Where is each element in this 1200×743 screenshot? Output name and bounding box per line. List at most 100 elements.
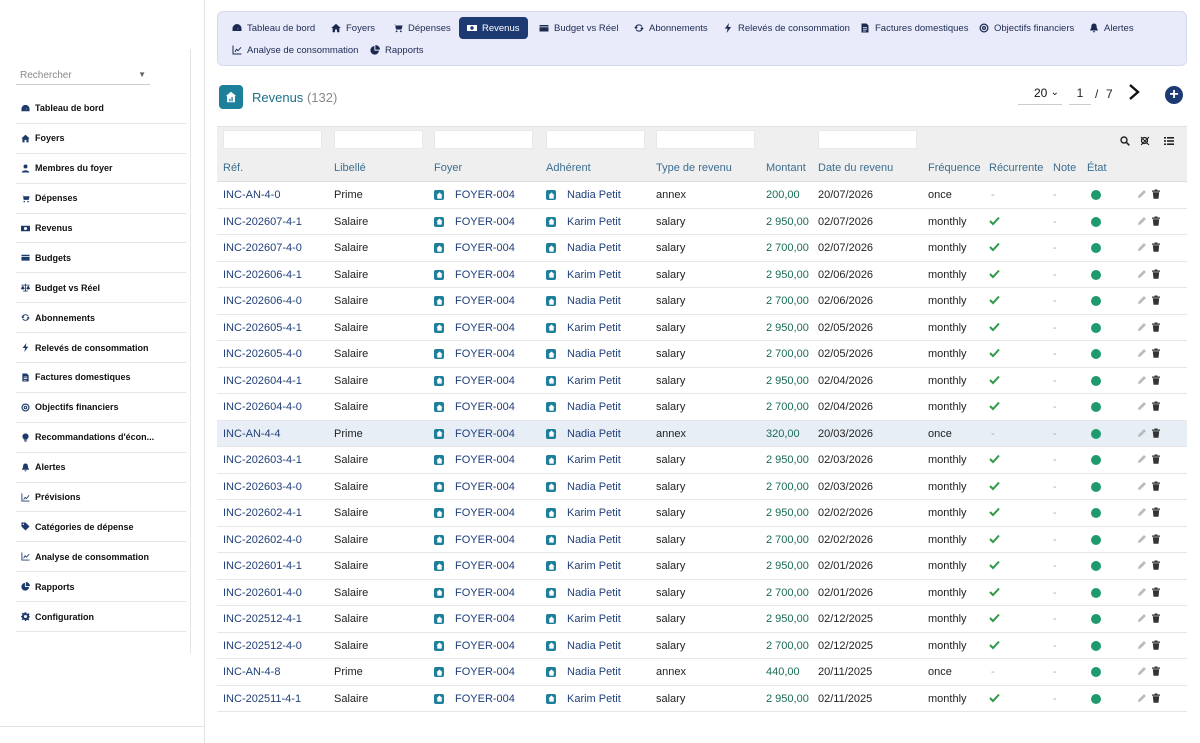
table-row[interactable]: INC-202601-4-0 Salaire FOYER-004 Nadia Peti… xyxy=(217,580,1187,606)
delete-icon[interactable] xyxy=(1151,613,1161,626)
tab-factures-domestiques[interactable]: Factures domestiques xyxy=(852,17,976,39)
member-link[interactable]: Karim Petit xyxy=(546,322,621,334)
sidebar-item-recommandations-d-econ[interactable]: Recommandations d'écon... xyxy=(16,423,186,453)
foyer-link[interactable]: FOYER-004 xyxy=(434,216,515,228)
delete-icon[interactable] xyxy=(1151,507,1161,520)
ref-link[interactable]: INC-202605-4-1 xyxy=(223,321,302,334)
delete-icon[interactable] xyxy=(1151,375,1161,388)
tab-revenus[interactable]: Revenus xyxy=(459,17,528,39)
table-row[interactable]: INC-202601-4-1 Salaire FOYER-004 Karim Peti… xyxy=(217,553,1187,580)
member-link[interactable]: Nadia Petit xyxy=(546,640,621,652)
tab-depenses[interactable]: Dépenses xyxy=(385,17,459,39)
edit-icon[interactable] xyxy=(1137,428,1147,441)
table-row[interactable]: INC-202607-4-0 Salaire FOYER-004 Nadia Peti… xyxy=(217,235,1187,262)
foyer-link[interactable]: FOYER-004 xyxy=(434,242,515,254)
table-row[interactable]: INC-AN-4-4 Prime FOYER-004 Nadia Petit annex… xyxy=(217,420,1187,447)
delete-icon[interactable] xyxy=(1151,587,1161,600)
member-link[interactable]: Nadia Petit xyxy=(546,242,621,254)
edit-icon[interactable] xyxy=(1137,613,1147,626)
table-row[interactable]: INC-202603-4-1 Salaire FOYER-004 Karim Peti… xyxy=(217,447,1187,474)
foyer-link[interactable]: FOYER-004 xyxy=(434,666,515,678)
edit-icon[interactable] xyxy=(1137,481,1147,494)
delete-icon[interactable] xyxy=(1151,401,1161,414)
member-link[interactable]: Karim Petit xyxy=(546,560,621,572)
member-link[interactable]: Nadia Petit xyxy=(546,534,621,546)
tab-abonnements[interactable]: Abonnements xyxy=(626,17,716,39)
table-row[interactable]: INC-AN-4-0 Prime FOYER-004 Nadia Petit annex… xyxy=(217,182,1187,209)
member-link[interactable]: Karim Petit xyxy=(546,507,621,519)
table-row[interactable]: INC-AN-4-8 Prime FOYER-004 Nadia Petit annex… xyxy=(217,659,1187,686)
table-row[interactable]: INC-202602-4-0 Salaire FOYER-004 Nadia Peti… xyxy=(217,527,1187,553)
sidebar-search-select[interactable]: Rechercher ▼ xyxy=(16,66,150,85)
table-row[interactable]: INC-202607-4-1 Salaire FOYER-004 Karim Peti… xyxy=(217,209,1187,235)
ref-link[interactable]: INC-AN-4-8 xyxy=(223,666,281,678)
sidebar-item-categories-de-depense[interactable]: Catégories de dépense xyxy=(16,512,186,543)
delete-icon[interactable] xyxy=(1151,189,1161,202)
sidebar-item-alertes[interactable]: Alertes xyxy=(16,453,186,483)
edit-icon[interactable] xyxy=(1137,454,1147,467)
member-link[interactable]: Karim Petit xyxy=(546,613,621,625)
column-header-date-du-revenu[interactable]: Date du revenu xyxy=(818,162,894,174)
column-header-recurrente[interactable]: Récurrente xyxy=(989,162,1044,174)
table-row[interactable]: INC-202602-4-1 Salaire FOYER-004 Karim Peti… xyxy=(217,500,1187,527)
edit-icon[interactable] xyxy=(1137,322,1147,335)
sidebar-item-previsions[interactable]: Prévisions xyxy=(16,483,186,513)
member-link[interactable]: Karim Petit xyxy=(546,693,621,705)
ref-link[interactable]: INC-202511-4-1 xyxy=(223,692,302,705)
tab-foyers[interactable]: Foyers xyxy=(323,17,383,39)
foyer-link[interactable]: FOYER-004 xyxy=(434,640,515,652)
member-link[interactable]: Karim Petit xyxy=(546,454,621,466)
edit-icon[interactable] xyxy=(1137,269,1147,282)
column-list-icon[interactable] xyxy=(1164,133,1176,145)
foyer-link[interactable]: FOYER-004 xyxy=(434,401,515,413)
member-link[interactable]: Karim Petit xyxy=(546,216,621,228)
table-row[interactable]: INC-202603-4-0 Salaire FOYER-004 Nadia Peti… xyxy=(217,474,1187,500)
edit-icon[interactable] xyxy=(1137,693,1147,706)
member-link[interactable]: Nadia Petit xyxy=(546,666,621,678)
sidebar-item-abonnements[interactable]: Abonnements xyxy=(16,303,186,334)
member-link[interactable]: Karim Petit xyxy=(546,269,621,281)
delete-icon[interactable] xyxy=(1151,269,1161,282)
edit-icon[interactable] xyxy=(1137,348,1147,361)
foyer-link[interactable]: FOYER-004 xyxy=(434,348,515,360)
sidebar-item-tableau-de-bord[interactable]: Tableau de bord xyxy=(16,94,186,124)
member-link[interactable]: Nadia Petit xyxy=(546,401,621,413)
edit-icon[interactable] xyxy=(1137,216,1147,229)
delete-icon[interactable] xyxy=(1151,216,1161,229)
delete-icon[interactable] xyxy=(1151,295,1161,308)
delete-icon[interactable] xyxy=(1151,693,1161,706)
sidebar-item-analyse-de-consommation[interactable]: Analyse de consommation xyxy=(16,542,186,573)
table-row[interactable]: INC-202605-4-0 Salaire FOYER-004 Nadia Peti… xyxy=(217,341,1187,368)
ref-link[interactable]: INC-202602-4-0 xyxy=(223,533,302,546)
sidebar-item-factures-domestiques[interactable]: Factures domestiques xyxy=(16,363,186,393)
member-link[interactable]: Karim Petit xyxy=(546,375,621,387)
ref-link[interactable]: INC-202603-4-0 xyxy=(223,480,302,493)
add-revenue-button[interactable]: + xyxy=(1165,86,1183,104)
ref-link[interactable]: INC-202512-4-0 xyxy=(223,639,302,652)
column-header-note[interactable]: Note xyxy=(1053,162,1077,174)
edit-icon[interactable] xyxy=(1137,507,1147,520)
column-header-montant[interactable]: Montant xyxy=(766,162,806,174)
ref-link[interactable]: INC-AN-4-4 xyxy=(223,427,281,440)
tab-alertes[interactable]: Alertes xyxy=(1081,17,1142,39)
foyer-link[interactable]: FOYER-004 xyxy=(434,481,515,493)
sidebar-item-configuration[interactable]: Configuration xyxy=(16,602,186,633)
sidebar-item-rapports[interactable]: Rapports xyxy=(16,572,186,603)
edit-icon[interactable] xyxy=(1137,401,1147,414)
ref-link[interactable]: INC-202605-4-0 xyxy=(223,348,302,360)
sidebar-item-depenses[interactable]: Dépenses xyxy=(16,184,186,214)
delete-icon[interactable] xyxy=(1151,534,1161,547)
page-number-input[interactable]: 1 xyxy=(1069,86,1091,105)
filter-label-input[interactable] xyxy=(334,130,423,149)
ref-link[interactable]: INC-202603-4-1 xyxy=(223,454,302,466)
table-row[interactable]: INC-202604-4-0 Salaire FOYER-004 Nadia Peti… xyxy=(217,394,1187,421)
edit-icon[interactable] xyxy=(1137,560,1147,573)
foyer-link[interactable]: FOYER-004 xyxy=(434,454,515,466)
edit-icon[interactable] xyxy=(1137,534,1147,547)
ref-link[interactable]: INC-202606-4-1 xyxy=(223,268,302,281)
column-header-ref[interactable]: Réf. xyxy=(223,162,244,174)
sidebar-item-budget-vs-reel[interactable]: Budget vs Réel xyxy=(16,273,186,304)
search-icon[interactable] xyxy=(1120,133,1132,146)
sidebar-item-revenus[interactable]: Revenus xyxy=(16,214,186,244)
filter-date-input[interactable] xyxy=(818,130,917,149)
